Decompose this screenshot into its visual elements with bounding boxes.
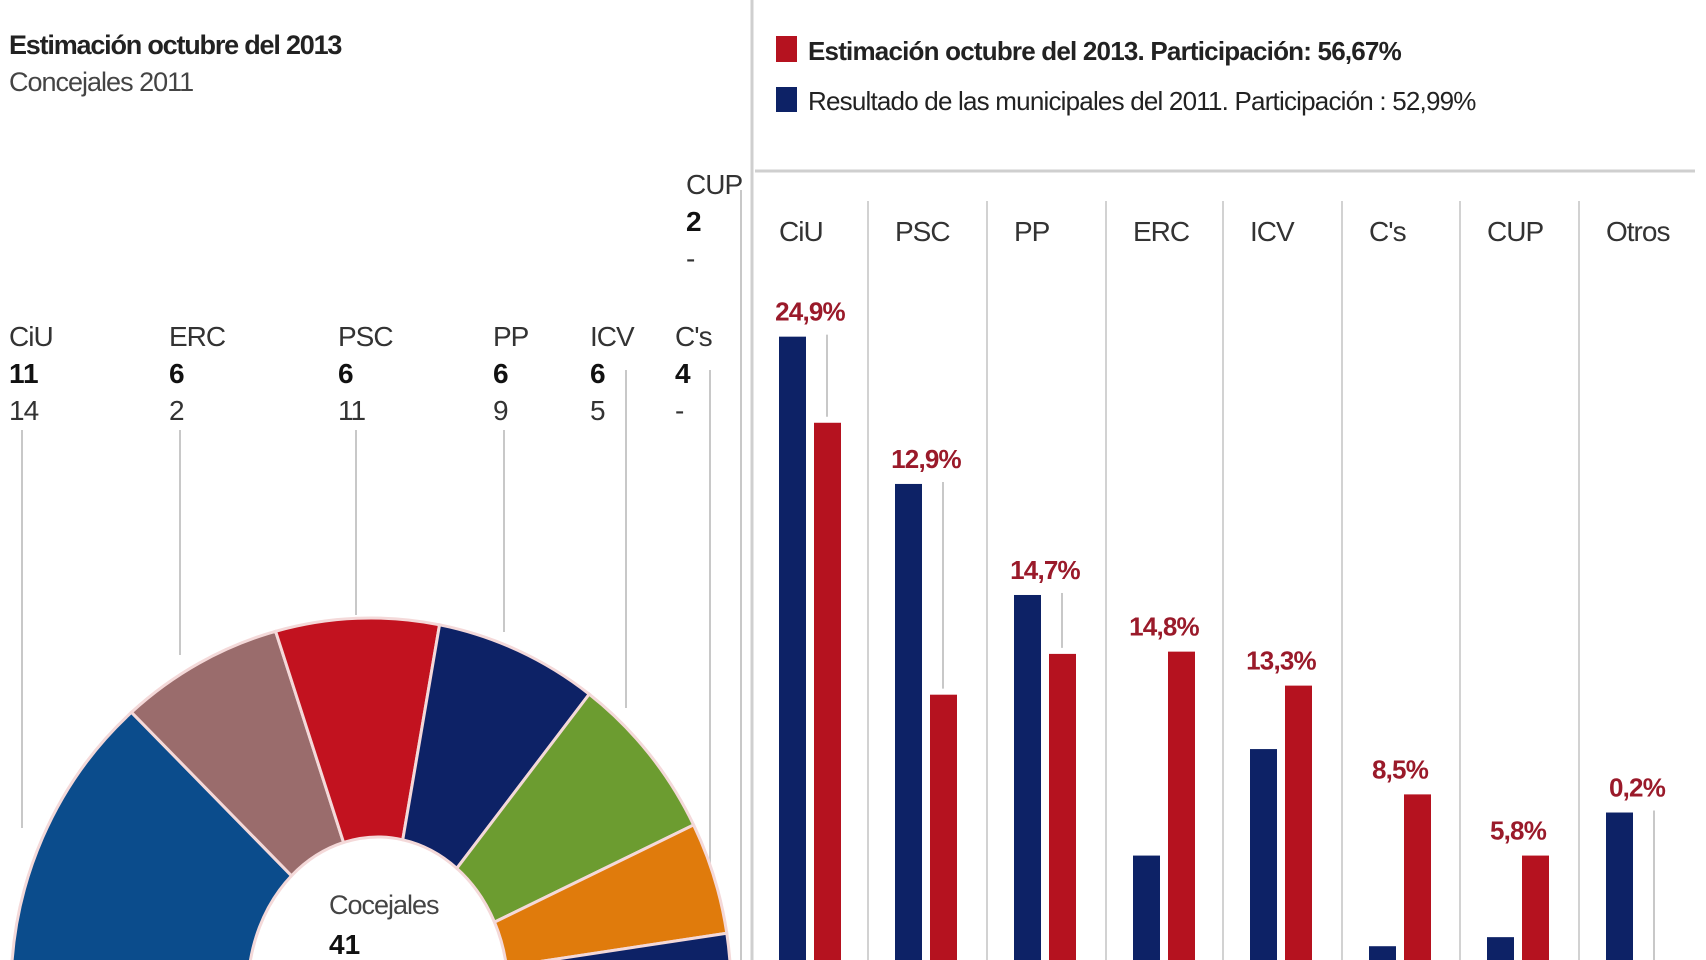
- seat-label-2013-pp: 6: [493, 358, 509, 389]
- donut-segment-ciu: [10, 710, 294, 960]
- seat-label-party-psc: PSC: [338, 321, 393, 352]
- leader-lines: [21, 190, 742, 960]
- bar-2013-cup: [1522, 855, 1549, 960]
- data-label-cup: 5,8%: [1490, 816, 1547, 846]
- column-header-ciu: CiU: [779, 216, 823, 247]
- seat-label-2013-psc: 6: [338, 358, 354, 389]
- column-header-cs: C's: [1369, 216, 1406, 247]
- seat-label-2013-cup: 2: [686, 206, 702, 237]
- seat-label-2013-ciu: 11: [9, 358, 39, 389]
- bar-2011-pp: [1014, 594, 1041, 960]
- seat-label-2011-cs: -: [675, 395, 684, 426]
- data-label-erc: 14,8%: [1129, 612, 1199, 642]
- seat-label-party-cup: CUP: [686, 169, 742, 200]
- bar-2013-psc: [930, 694, 957, 960]
- seat-label-party-cs: C's: [675, 321, 712, 352]
- seat-label-2011-psc: 11: [338, 395, 365, 426]
- left-title: Estimación octubre del 2013: [9, 30, 342, 60]
- bar-2013-cs: [1404, 794, 1431, 960]
- donut-segment-cup: [540, 931, 732, 960]
- seat-labels: CiU 11 14 ERC 6 2 PSC 6 11 PP 6 9 ICV 6 5 C's 4 - CUP 2 -: [9, 169, 743, 426]
- bar-2011-cup: [1487, 937, 1514, 960]
- bar-2013-icv: [1285, 685, 1312, 960]
- seat-label-party-ciu: CiU: [9, 321, 53, 352]
- bar-2011-psc: [895, 483, 922, 960]
- bar-2013-pp: [1049, 653, 1076, 960]
- bar-2011-cs: [1369, 946, 1396, 960]
- bar-2011-otros: [1606, 812, 1633, 960]
- column-header-erc: ERC: [1133, 216, 1190, 247]
- seat-label-2011-pp: 9: [493, 395, 508, 426]
- seat-label-2011-ciu: 14: [9, 395, 39, 426]
- bar-chart: CiU 24,9% PSC 12,9% PP 14,7% ERC 14,8% ICV 13,3% C…: [775, 201, 1670, 960]
- legend-swatch-estimate: [776, 36, 797, 62]
- column-header-otros: Otros: [1606, 216, 1669, 247]
- column-header-cup: CUP: [1487, 216, 1543, 247]
- seat-label-2011-icv: 5: [590, 395, 605, 426]
- seat-label-2011-cup: -: [686, 243, 695, 274]
- donut-center-label: Cocejales: [329, 890, 439, 920]
- legend-2011: Resultado de las municipales del 2011. P…: [808, 86, 1476, 116]
- bar-2013-erc: [1168, 651, 1195, 960]
- bar-2011-icv: [1250, 749, 1277, 960]
- donut-center-value: 41: [329, 929, 360, 960]
- column-header-pp: PP: [1014, 216, 1050, 247]
- bar-2011-ciu: [779, 336, 806, 960]
- seat-label-2013-erc: 6: [169, 358, 185, 389]
- legend-swatch-2011: [776, 87, 797, 112]
- column-header-psc: PSC: [895, 216, 950, 247]
- data-label-pp: 14,7%: [1010, 555, 1080, 585]
- legend-estimate: Estimación octubre del 2013. Participaci…: [808, 36, 1402, 66]
- seat-label-2013-cs: 4: [675, 358, 691, 389]
- left-subtitle: Concejales 2011: [9, 67, 193, 97]
- data-label-cs: 8,5%: [1372, 754, 1429, 784]
- data-label-ciu: 24,9%: [775, 297, 845, 327]
- column-header-icv: ICV: [1250, 216, 1295, 247]
- seat-label-2011-erc: 2: [169, 395, 184, 426]
- half-donut-chart: [10, 616, 732, 960]
- seat-label-2013-icv: 6: [590, 358, 606, 389]
- seat-label-party-pp: PP: [493, 321, 529, 352]
- seat-label-party-icv: ICV: [590, 321, 635, 352]
- bar-2011-erc: [1133, 855, 1160, 960]
- seat-label-party-erc: ERC: [169, 321, 226, 352]
- data-label-psc: 12,9%: [891, 444, 961, 474]
- data-label-icv: 13,3%: [1246, 646, 1316, 676]
- bar-2013-ciu: [814, 422, 841, 960]
- data-label-otros: 0,2%: [1609, 773, 1666, 803]
